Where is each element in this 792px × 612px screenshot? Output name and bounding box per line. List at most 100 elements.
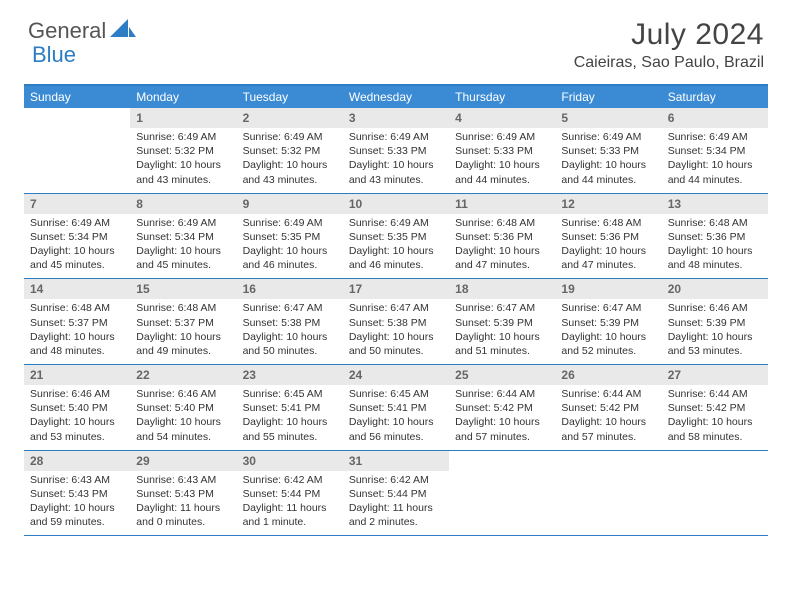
day-number: 7 <box>24 194 130 214</box>
day-details: Sunrise: 6:48 AMSunset: 5:37 PMDaylight:… <box>130 301 236 358</box>
day-number: 18 <box>449 279 555 299</box>
week-row: 28Sunrise: 6:43 AMSunset: 5:43 PMDayligh… <box>24 451 768 537</box>
day-cell <box>662 451 768 536</box>
day-cell: 1Sunrise: 6:49 AMSunset: 5:32 PMDaylight… <box>130 108 236 193</box>
day-number: 26 <box>555 365 661 385</box>
day-number: 23 <box>237 365 343 385</box>
day-number: 22 <box>130 365 236 385</box>
day-number: 16 <box>237 279 343 299</box>
day-details: Sunrise: 6:47 AMSunset: 5:38 PMDaylight:… <box>237 301 343 358</box>
day-cell: 27Sunrise: 6:44 AMSunset: 5:42 PMDayligh… <box>662 365 768 450</box>
day-number: 29 <box>130 451 236 471</box>
day-details: Sunrise: 6:43 AMSunset: 5:43 PMDaylight:… <box>130 473 236 530</box>
day-cell: 7Sunrise: 6:49 AMSunset: 5:34 PMDaylight… <box>24 194 130 279</box>
location-text: Caieiras, Sao Paulo, Brazil <box>574 54 764 72</box>
day-cell: 23Sunrise: 6:45 AMSunset: 5:41 PMDayligh… <box>237 365 343 450</box>
day-details: Sunrise: 6:45 AMSunset: 5:41 PMDaylight:… <box>343 387 449 444</box>
logo-text-general: General <box>28 18 106 44</box>
day-details: Sunrise: 6:49 AMSunset: 5:34 PMDaylight:… <box>662 130 768 187</box>
logo-sail-icon <box>110 19 136 44</box>
day-number: 13 <box>662 194 768 214</box>
day-cell: 3Sunrise: 6:49 AMSunset: 5:33 PMDaylight… <box>343 108 449 193</box>
day-number: 27 <box>662 365 768 385</box>
day-cell: 20Sunrise: 6:46 AMSunset: 5:39 PMDayligh… <box>662 279 768 364</box>
day-cell <box>449 451 555 536</box>
logo-text-blue: Blue <box>32 42 76 67</box>
day-details: Sunrise: 6:48 AMSunset: 5:36 PMDaylight:… <box>449 216 555 273</box>
day-cell: 15Sunrise: 6:48 AMSunset: 5:37 PMDayligh… <box>130 279 236 364</box>
day-details: Sunrise: 6:43 AMSunset: 5:43 PMDaylight:… <box>24 473 130 530</box>
day-number: 30 <box>237 451 343 471</box>
day-cell: 2Sunrise: 6:49 AMSunset: 5:32 PMDaylight… <box>237 108 343 193</box>
dow-monday: Monday <box>130 86 236 108</box>
logo-text-blue-wrap: Blue <box>32 42 76 68</box>
day-number: 4 <box>449 108 555 128</box>
day-number: 12 <box>555 194 661 214</box>
day-number: 31 <box>343 451 449 471</box>
day-details: Sunrise: 6:48 AMSunset: 5:36 PMDaylight:… <box>662 216 768 273</box>
day-details: Sunrise: 6:48 AMSunset: 5:37 PMDaylight:… <box>24 301 130 358</box>
day-cell: 16Sunrise: 6:47 AMSunset: 5:38 PMDayligh… <box>237 279 343 364</box>
week-row: 7Sunrise: 6:49 AMSunset: 5:34 PMDaylight… <box>24 194 768 280</box>
day-cell: 8Sunrise: 6:49 AMSunset: 5:34 PMDaylight… <box>130 194 236 279</box>
day-number: 28 <box>24 451 130 471</box>
day-number: 3 <box>343 108 449 128</box>
day-number: 25 <box>449 365 555 385</box>
day-number: 19 <box>555 279 661 299</box>
day-cell <box>24 108 130 193</box>
day-cell: 18Sunrise: 6:47 AMSunset: 5:39 PMDayligh… <box>449 279 555 364</box>
day-number <box>662 451 768 471</box>
day-cell: 31Sunrise: 6:42 AMSunset: 5:44 PMDayligh… <box>343 451 449 536</box>
dow-wednesday: Wednesday <box>343 86 449 108</box>
day-cell: 21Sunrise: 6:46 AMSunset: 5:40 PMDayligh… <box>24 365 130 450</box>
day-details: Sunrise: 6:49 AMSunset: 5:35 PMDaylight:… <box>343 216 449 273</box>
day-details: Sunrise: 6:44 AMSunset: 5:42 PMDaylight:… <box>449 387 555 444</box>
day-details: Sunrise: 6:49 AMSunset: 5:33 PMDaylight:… <box>343 130 449 187</box>
day-number: 9 <box>237 194 343 214</box>
day-cell: 12Sunrise: 6:48 AMSunset: 5:36 PMDayligh… <box>555 194 661 279</box>
dow-row: SundayMondayTuesdayWednesdayThursdayFrid… <box>24 86 768 108</box>
day-number: 1 <box>130 108 236 128</box>
day-details: Sunrise: 6:42 AMSunset: 5:44 PMDaylight:… <box>237 473 343 530</box>
week-row: 1Sunrise: 6:49 AMSunset: 5:32 PMDaylight… <box>24 108 768 194</box>
day-details: Sunrise: 6:42 AMSunset: 5:44 PMDaylight:… <box>343 473 449 530</box>
month-title: July 2024 <box>574 18 764 52</box>
day-number: 21 <box>24 365 130 385</box>
day-details: Sunrise: 6:47 AMSunset: 5:38 PMDaylight:… <box>343 301 449 358</box>
day-number <box>449 451 555 471</box>
dow-thursday: Thursday <box>449 86 555 108</box>
day-cell: 4Sunrise: 6:49 AMSunset: 5:33 PMDaylight… <box>449 108 555 193</box>
day-details: Sunrise: 6:49 AMSunset: 5:34 PMDaylight:… <box>130 216 236 273</box>
week-row: 14Sunrise: 6:48 AMSunset: 5:37 PMDayligh… <box>24 279 768 365</box>
day-cell: 5Sunrise: 6:49 AMSunset: 5:33 PMDaylight… <box>555 108 661 193</box>
day-cell: 30Sunrise: 6:42 AMSunset: 5:44 PMDayligh… <box>237 451 343 536</box>
day-cell: 24Sunrise: 6:45 AMSunset: 5:41 PMDayligh… <box>343 365 449 450</box>
week-row: 21Sunrise: 6:46 AMSunset: 5:40 PMDayligh… <box>24 365 768 451</box>
day-details: Sunrise: 6:46 AMSunset: 5:40 PMDaylight:… <box>130 387 236 444</box>
day-cell: 17Sunrise: 6:47 AMSunset: 5:38 PMDayligh… <box>343 279 449 364</box>
day-cell: 26Sunrise: 6:44 AMSunset: 5:42 PMDayligh… <box>555 365 661 450</box>
day-details: Sunrise: 6:49 AMSunset: 5:32 PMDaylight:… <box>130 130 236 187</box>
day-number: 8 <box>130 194 236 214</box>
day-cell: 29Sunrise: 6:43 AMSunset: 5:43 PMDayligh… <box>130 451 236 536</box>
day-details: Sunrise: 6:49 AMSunset: 5:33 PMDaylight:… <box>449 130 555 187</box>
day-cell: 22Sunrise: 6:46 AMSunset: 5:40 PMDayligh… <box>130 365 236 450</box>
day-cell: 9Sunrise: 6:49 AMSunset: 5:35 PMDaylight… <box>237 194 343 279</box>
day-details: Sunrise: 6:47 AMSunset: 5:39 PMDaylight:… <box>449 301 555 358</box>
day-number: 10 <box>343 194 449 214</box>
day-details: Sunrise: 6:46 AMSunset: 5:40 PMDaylight:… <box>24 387 130 444</box>
day-number: 5 <box>555 108 661 128</box>
day-details: Sunrise: 6:48 AMSunset: 5:36 PMDaylight:… <box>555 216 661 273</box>
day-cell: 11Sunrise: 6:48 AMSunset: 5:36 PMDayligh… <box>449 194 555 279</box>
header: General July 2024 Caieiras, Sao Paulo, B… <box>0 0 792 76</box>
day-number <box>555 451 661 471</box>
day-details: Sunrise: 6:44 AMSunset: 5:42 PMDaylight:… <box>555 387 661 444</box>
day-cell: 14Sunrise: 6:48 AMSunset: 5:37 PMDayligh… <box>24 279 130 364</box>
day-number: 6 <box>662 108 768 128</box>
day-details: Sunrise: 6:49 AMSunset: 5:33 PMDaylight:… <box>555 130 661 187</box>
day-details: Sunrise: 6:49 AMSunset: 5:35 PMDaylight:… <box>237 216 343 273</box>
logo: General <box>28 18 138 44</box>
day-number: 2 <box>237 108 343 128</box>
day-cell <box>555 451 661 536</box>
title-block: July 2024 Caieiras, Sao Paulo, Brazil <box>574 18 764 72</box>
